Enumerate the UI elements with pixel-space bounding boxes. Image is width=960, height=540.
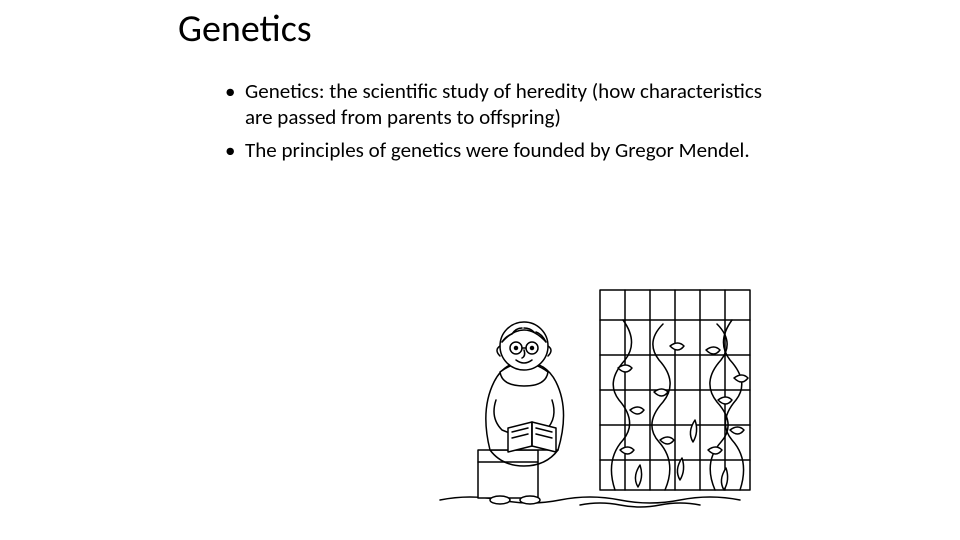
bullet-text: Genetics: the scientific study of heredi…: [245, 78, 762, 130]
bullet-text: The principles of genetics were founded …: [245, 137, 750, 163]
mendel-illustration: [430, 250, 770, 510]
slide: Genetics Genetics: the scientific study …: [0, 0, 960, 540]
list-item: Genetics: the scientific study of heredi…: [225, 78, 785, 131]
page-title: Genetics: [178, 6, 312, 52]
bullet-list: Genetics: the scientific study of heredi…: [225, 78, 785, 169]
list-item: The principles of genetics were founded …: [225, 137, 785, 163]
mendel-cartoon-icon: [430, 250, 770, 510]
